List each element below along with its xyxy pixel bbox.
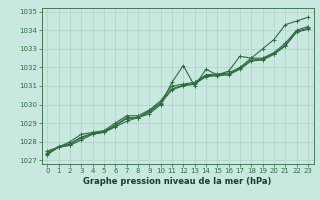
X-axis label: Graphe pression niveau de la mer (hPa): Graphe pression niveau de la mer (hPa) <box>84 177 272 186</box>
